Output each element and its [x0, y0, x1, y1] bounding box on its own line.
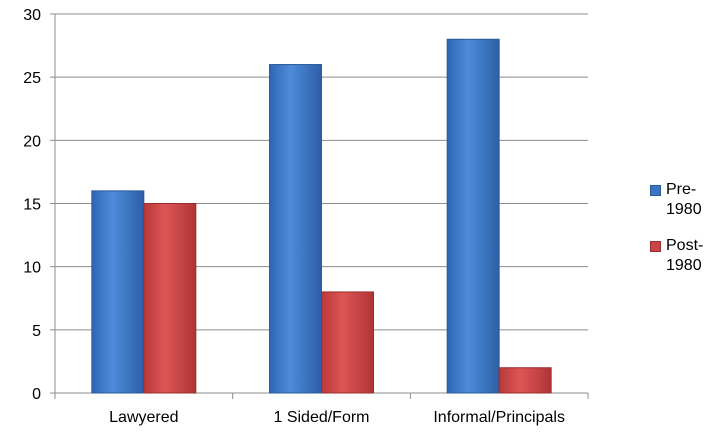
x-tick-label: Informal/Principals [433, 409, 565, 426]
bar-pre-1980-informal-principals [446, 38, 500, 394]
legend-label-pre-1980-line2: 1980 [666, 201, 702, 218]
y-tick-label: 10 [23, 260, 41, 277]
bar-pre-1980-lawyered [91, 190, 145, 394]
x-tick-label: Lawyered [109, 409, 178, 426]
legend-item-post-1980: Post- 1980 [650, 236, 714, 276]
y-tick-label: 30 [23, 7, 41, 24]
bar-pre-1980-1-sided-form [269, 64, 322, 394]
y-tick-label: 25 [23, 70, 41, 87]
y-tick-label: 0 [32, 386, 41, 403]
legend-swatch-pre-1980 [650, 185, 661, 196]
x-tick-labels: Lawyered 1 Sided/Form Informal/Principals [109, 409, 565, 426]
legend-item-pre-1980: Pre- 1980 [650, 180, 714, 220]
y-tick-label: 15 [23, 197, 41, 214]
legend-label-post-1980-line2: 1980 [666, 257, 702, 274]
x-tick-label: 1 Sided/Form [273, 409, 369, 426]
y-tick-label: 5 [32, 323, 41, 340]
legend: Pre- 1980 Post- 1980 [650, 180, 714, 292]
bar-post-1980-informal-principals [498, 367, 552, 394]
legend-swatch-post-1980 [650, 241, 661, 252]
bars [91, 38, 552, 394]
legend-label-post-1980-line1: Post- [666, 237, 704, 254]
bar-post-1980-1-sided-form [321, 291, 374, 394]
y-tick-labels: 0 5 10 15 20 25 30 [23, 7, 41, 403]
y-tick-label: 20 [23, 133, 41, 150]
legend-label-pre-1980-line1: Pre- [666, 181, 697, 198]
bar-post-1980-lawyered [143, 203, 197, 394]
